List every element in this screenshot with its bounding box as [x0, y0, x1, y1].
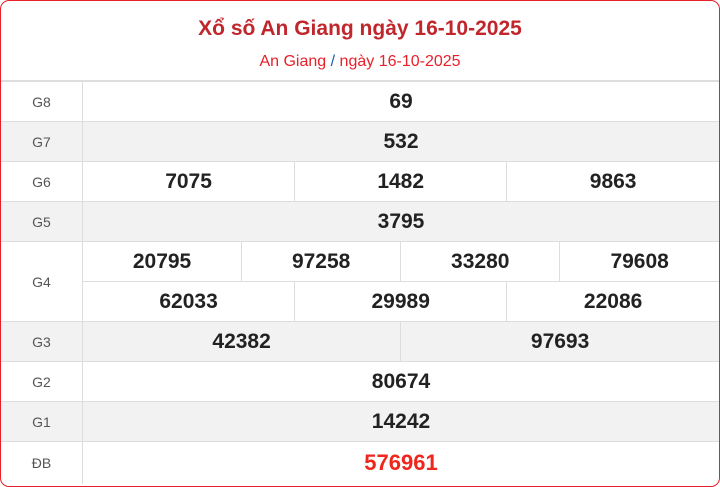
row-g8: G8 69 [1, 81, 719, 122]
prize-number: 1482 [294, 161, 508, 202]
breadcrumb-province-link[interactable]: An Giang [259, 53, 327, 70]
header: Xổ số An Giang ngày 16-10-2025 An Giang … [1, 1, 719, 81]
prize-number: 9863 [506, 161, 719, 202]
row-g2: G2 80674 [1, 361, 719, 402]
prize-number: 33280 [400, 241, 561, 282]
prize-number: 3795 [82, 201, 719, 242]
row-g6: G6 7075 1482 9863 [1, 161, 719, 202]
row-g5: G5 3795 [1, 201, 719, 242]
prize-number: 20795 [81, 241, 243, 282]
row-g1: G1 14242 [1, 401, 719, 442]
prize-number: 62033 [81, 281, 296, 322]
prize-number: 29989 [294, 281, 508, 322]
prize-number: 97693 [400, 321, 719, 362]
prize-number: 69 [82, 81, 719, 122]
prize-number: 42382 [81, 321, 402, 362]
prize-number: 22086 [506, 281, 719, 322]
special-prize-number: 576961 [82, 441, 719, 484]
breadcrumb-separator: / [330, 53, 336, 70]
page-title: Xổ số An Giang ngày 16-10-2025 [198, 17, 522, 40]
prize-label: G3 [1, 321, 83, 362]
prize-label: G7 [1, 121, 83, 162]
prize-label: G6 [1, 161, 83, 202]
row-g4: G4 20795 97258 33280 79608 [1, 241, 719, 322]
breadcrumb-date-link[interactable]: ngày 16-10-2025 [339, 53, 461, 70]
results-table: G8 69 G7 532 G6 7075 1482 9863 G5 3795 G… [1, 81, 719, 484]
row-special: ĐB 576961 [1, 441, 719, 484]
row-g4-2: 62033 29989 22086 [1, 281, 719, 322]
row-g3: G3 42382 97693 [1, 321, 719, 362]
prize-label: G1 [1, 401, 83, 442]
prize-label: G2 [1, 361, 83, 402]
prize-number: 532 [82, 121, 719, 162]
prize-label: G4 [1, 241, 83, 322]
prize-number: 97258 [241, 241, 402, 282]
row-g7: G7 532 [1, 121, 719, 162]
breadcrumb: An Giang / ngày 16-10-2025 [1, 52, 719, 72]
prize-number: 79608 [559, 241, 719, 282]
prize-label: G5 [1, 201, 83, 242]
prize-number: 14242 [82, 401, 719, 442]
prize-label: G8 [1, 81, 83, 122]
prize-label: ĐB [1, 441, 83, 484]
prize-number: 80674 [82, 361, 719, 402]
prize-number: 7075 [81, 161, 296, 202]
